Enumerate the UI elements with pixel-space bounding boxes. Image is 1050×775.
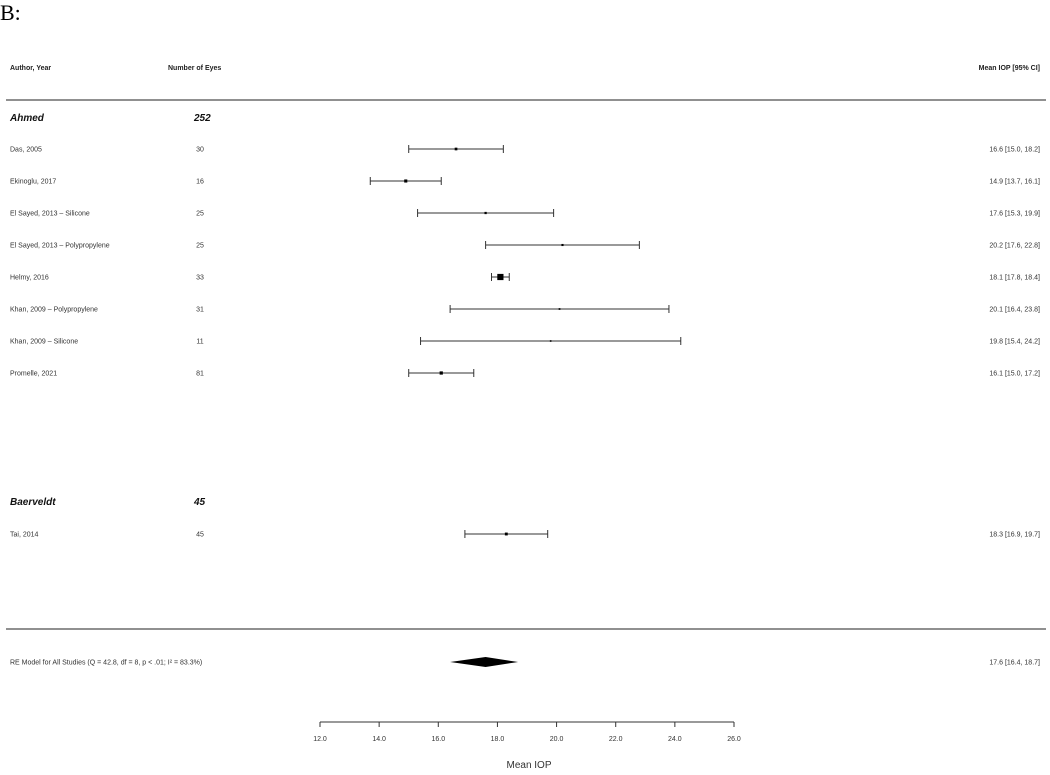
study-label: Ekinoglu, 2017	[10, 179, 56, 186]
x-tick-label: 18.0	[491, 736, 505, 743]
x-tick-label: 24.0	[668, 736, 682, 743]
point-estimate	[504, 532, 508, 536]
x-tick-label: 14.0	[372, 736, 386, 743]
point-estimate	[549, 340, 552, 342]
x-axis-label: Mean IOP	[506, 760, 551, 771]
x-tick-label: 20.0	[550, 736, 564, 743]
study-eyes: 16	[196, 179, 204, 186]
overall-diamond	[450, 657, 519, 667]
group-name: Ahmed	[9, 113, 45, 124]
study-label: Tai, 2014	[10, 532, 39, 539]
study-label: Khan, 2009 – Silicone	[10, 339, 78, 346]
point-estimate	[454, 147, 458, 151]
study-ci-text: 16.1 [15.0, 17.2]	[989, 371, 1040, 378]
study-eyes: 81	[196, 371, 204, 378]
study-eyes: 25	[196, 243, 204, 250]
x-tick-label: 26.0	[727, 736, 741, 743]
point-estimate	[558, 308, 561, 310]
study-ci-text: 17.6 [15.3, 19.9]	[989, 211, 1040, 218]
study-eyes: 11	[196, 339, 203, 346]
x-tick-label: 16.0	[431, 736, 445, 743]
study-label: Helmy, 2016	[10, 275, 49, 282]
group-name: Baerveldt	[10, 497, 56, 508]
overall-label: RE Model for All Studies (Q = 42.8, df =…	[10, 660, 202, 667]
study-label: Khan, 2009 – Polypropylene	[10, 307, 98, 314]
point-estimate	[497, 273, 504, 281]
x-tick-label: 12.0	[313, 736, 327, 743]
study-label: Promelle, 2021	[10, 371, 57, 378]
study-ci-text: 20.1 [16.4, 23.8]	[989, 307, 1040, 314]
study-ci-text: 18.3 [16.9, 19.7]	[989, 532, 1040, 539]
study-ci-text: 19.8 [15.4, 24.2]	[989, 339, 1040, 346]
group-total: 252	[193, 113, 211, 124]
study-label: Das, 2005	[10, 147, 42, 154]
study-eyes: 25	[196, 211, 204, 218]
panel-label: B:	[0, 0, 21, 25]
study-ci-text: 16.6 [15.0, 18.2]	[989, 147, 1040, 154]
study-label: El Sayed, 2013 – Silicone	[10, 211, 90, 218]
study-ci-text: 20.2 [17.6, 22.8]	[989, 243, 1040, 250]
point-estimate	[404, 179, 408, 183]
point-estimate	[484, 211, 487, 215]
study-eyes: 45	[196, 532, 204, 539]
header-mean-iop: Mean IOP [95% CI]	[979, 65, 1040, 72]
study-ci-text: 14.9 [13.7, 16.1]	[989, 179, 1040, 186]
study-eyes: 33	[196, 275, 204, 282]
overall-ci-text: 17.6 [16.4, 18.7]	[989, 660, 1040, 667]
study-eyes: 30	[196, 147, 204, 154]
x-tick-label: 22.0	[609, 736, 623, 743]
study-label: El Sayed, 2013 – Polypropylene	[10, 243, 110, 250]
point-estimate	[561, 243, 564, 247]
group-total: 45	[193, 497, 206, 508]
point-estimate	[439, 371, 443, 375]
header-number-of-eyes: Number of Eyes	[168, 65, 221, 72]
study-eyes: 31	[196, 307, 204, 314]
study-ci-text: 18.1 [17.8, 18.4]	[989, 275, 1040, 282]
header-author: Author, Year	[10, 65, 51, 72]
